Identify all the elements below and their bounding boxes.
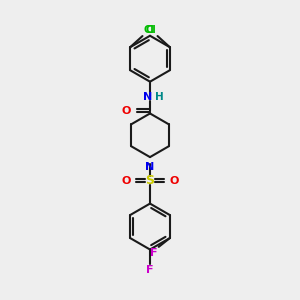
Text: O: O — [169, 176, 179, 186]
Text: Cl: Cl — [143, 25, 154, 35]
Text: S: S — [146, 174, 154, 187]
Text: Cl: Cl — [146, 25, 157, 35]
Text: N: N — [146, 162, 154, 172]
Text: F: F — [150, 248, 158, 258]
Text: O: O — [122, 106, 131, 116]
Text: O: O — [121, 176, 130, 186]
Text: H: H — [155, 92, 164, 102]
Text: F: F — [146, 265, 154, 275]
Text: N: N — [143, 92, 152, 102]
